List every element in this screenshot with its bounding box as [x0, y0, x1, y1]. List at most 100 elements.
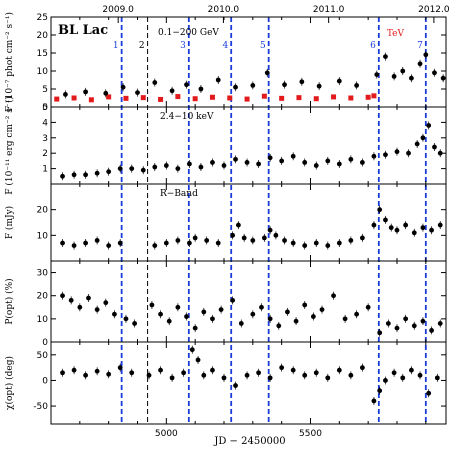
- data-point-gamma: [400, 68, 406, 74]
- data-point-pol: [342, 316, 348, 322]
- data-point-chi: [60, 370, 65, 376]
- data-point-pol: [149, 302, 155, 308]
- data-point-xray: [210, 160, 215, 165]
- data-point-gamma: [63, 92, 68, 97]
- data-point-gamma: [227, 95, 233, 101]
- data-point-xray: [163, 163, 169, 168]
- data-point-xray: [152, 164, 158, 170]
- data-point-rband: [117, 240, 123, 246]
- y-tick-label-xray: 3: [42, 134, 48, 144]
- data-point-gamma: [175, 94, 181, 100]
- data-point-gamma: [365, 94, 371, 100]
- data-point-rband: [267, 227, 273, 233]
- data-point-xray: [256, 161, 261, 167]
- data-point-pol: [68, 297, 74, 303]
- data-point-xray: [336, 161, 342, 167]
- data-point-rband: [186, 240, 192, 246]
- data-point-gamma: [354, 83, 360, 88]
- data-point-rband: [290, 240, 296, 246]
- data-point-xray: [383, 152, 388, 158]
- data-point-chi: [313, 370, 319, 376]
- y-tick-label-gamma: 25: [37, 13, 48, 23]
- data-point-gamma: [440, 75, 446, 81]
- data-point-rband: [348, 238, 354, 243]
- x-axis-label: JD − 2450000: [213, 436, 285, 447]
- data-point-pol: [132, 321, 138, 326]
- data-point-pol: [103, 300, 109, 306]
- x-tick-label: 5000: [155, 429, 178, 439]
- data-point-pol: [377, 330, 383, 336]
- data-point-xray: [290, 153, 296, 159]
- data-point-rband: [250, 238, 256, 243]
- data-point-gamma: [316, 83, 322, 89]
- data-point-rband: [106, 243, 112, 249]
- data-point-gamma: [120, 84, 126, 90]
- y-tick-label-gamma: 10: [37, 67, 49, 77]
- data-point-chi: [325, 375, 331, 381]
- data-point-chi: [129, 370, 135, 376]
- data-point-chi: [256, 370, 261, 376]
- data-point-pol: [166, 318, 172, 324]
- data-point-rband: [152, 243, 158, 249]
- data-point-pol: [429, 328, 434, 333]
- y-tick-label-chi: 50: [37, 351, 49, 361]
- data-point-gamma: [383, 54, 388, 59]
- data-point-rband: [192, 235, 198, 241]
- data-point-pol: [310, 314, 316, 319]
- data-point-gamma: [103, 90, 109, 96]
- y-axis-label-xray: F (10⁻¹¹ erg cm⁻² s⁻¹): [4, 96, 15, 194]
- data-point-gamma: [215, 77, 221, 83]
- data-point-rband: [204, 238, 210, 243]
- data-point-pol: [331, 293, 336, 299]
- data-point-rband: [394, 227, 400, 233]
- data-point-pol: [267, 316, 273, 322]
- data-layer: [54, 50, 446, 405]
- top-year-label: 2010.0: [208, 5, 240, 15]
- panel-frame-rband: [50, 183, 447, 262]
- top-year-label: 2009.0: [102, 5, 134, 15]
- data-point-chi: [336, 367, 342, 373]
- chart-title: BL Lac: [58, 23, 108, 38]
- data-point-pol: [250, 311, 256, 317]
- data-point-rband: [377, 207, 383, 213]
- data-point-rband: [175, 238, 181, 243]
- data-point-rband: [336, 240, 342, 246]
- data-point-xray: [279, 158, 285, 164]
- data-point-chi: [290, 367, 296, 373]
- top-year-label: 2012.0: [418, 5, 450, 15]
- data-point-gamma: [244, 96, 250, 102]
- data-point-rband: [163, 240, 169, 246]
- data-point-xray: [106, 169, 112, 175]
- data-point-pol: [293, 318, 299, 324]
- data-point-gamma: [250, 83, 256, 88]
- data-point-gamma: [169, 88, 175, 94]
- y-axis-label-gamma: F (10⁻⁷ phot cm⁻² s⁻¹): [4, 12, 15, 112]
- y-axis-label-pol: P(opt) (%): [4, 278, 15, 324]
- data-point-xray: [414, 141, 420, 147]
- data-point-chi: [383, 378, 388, 383]
- data-point-xray: [140, 167, 146, 173]
- event-label-6: 6: [370, 41, 376, 51]
- data-point-chi: [94, 368, 100, 374]
- data-point-rband: [388, 225, 394, 231]
- data-point-gamma: [123, 95, 129, 101]
- data-point-pol: [285, 309, 290, 315]
- data-point-gamma: [336, 78, 342, 84]
- data-point-xray: [221, 163, 227, 168]
- data-point-gamma: [135, 90, 140, 95]
- y-tick-label-chi: 0: [42, 376, 48, 386]
- data-point-chi: [279, 365, 285, 371]
- data-point-rband: [282, 238, 287, 243]
- data-point-rband: [60, 240, 65, 246]
- data-point-chi: [71, 367, 77, 373]
- y-tick-label-xray: 4: [42, 118, 48, 128]
- data-point-rband: [302, 243, 308, 249]
- data-point-gamma: [184, 82, 189, 88]
- y-tick-label-rband: 10: [37, 231, 49, 241]
- data-point-rband: [403, 222, 409, 228]
- data-point-chi: [83, 372, 88, 378]
- data-point-pol: [86, 295, 91, 301]
- y-tick-label-pol: 20: [37, 292, 49, 302]
- data-point-rband: [71, 243, 77, 249]
- data-point-chi: [400, 375, 406, 381]
